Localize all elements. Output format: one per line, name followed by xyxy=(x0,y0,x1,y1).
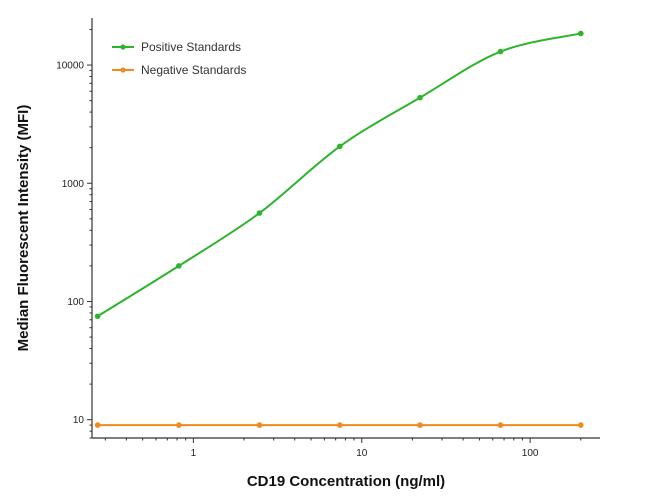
legend: Positive Standards Negative Standards xyxy=(112,40,246,77)
data-point-negative xyxy=(176,422,182,428)
x-tick-label: 10 xyxy=(356,448,368,459)
series-layer xyxy=(94,30,584,428)
y-tick-label: 100 xyxy=(67,297,84,308)
legend-marker-positive xyxy=(120,44,126,50)
data-point-positive xyxy=(417,94,423,101)
data-point-positive xyxy=(497,48,504,55)
legend-marker-negative xyxy=(120,67,126,73)
legend-label-negative: Negative Standards xyxy=(141,63,246,77)
legend-item-negative: Negative Standards xyxy=(112,63,246,77)
legend-item-positive: Positive Standards xyxy=(112,40,241,54)
data-point-negative xyxy=(94,422,101,428)
y-ticks: 10 100 1000 10000 xyxy=(56,28,92,439)
x-axis-title: CD19 Concentration (ng/ml) xyxy=(247,473,445,490)
data-point-negative xyxy=(497,422,504,428)
y-tick-label: 1000 xyxy=(62,179,85,190)
data-point-positive xyxy=(176,263,182,269)
data-point-positive xyxy=(578,30,584,37)
x-ticks: 1 10 100 xyxy=(104,438,582,459)
data-point-positive xyxy=(337,143,343,150)
data-point-positive xyxy=(256,210,263,216)
axes xyxy=(91,18,600,439)
data-point-negative xyxy=(578,422,584,428)
data-point-negative xyxy=(417,422,423,428)
data-point-negative xyxy=(337,422,343,428)
x-tick-label: 1 xyxy=(191,448,197,459)
data-point-positive xyxy=(94,313,101,320)
y-tick-label: 10000 xyxy=(56,61,84,72)
data-point-negative xyxy=(256,422,263,428)
x-tick-label: 100 xyxy=(522,448,539,459)
y-axis-title: Median Fluorescent Intensity (MFI) xyxy=(15,105,32,352)
y-tick-label: 10 xyxy=(73,415,85,426)
legend-label-positive: Positive Standards xyxy=(141,40,241,54)
